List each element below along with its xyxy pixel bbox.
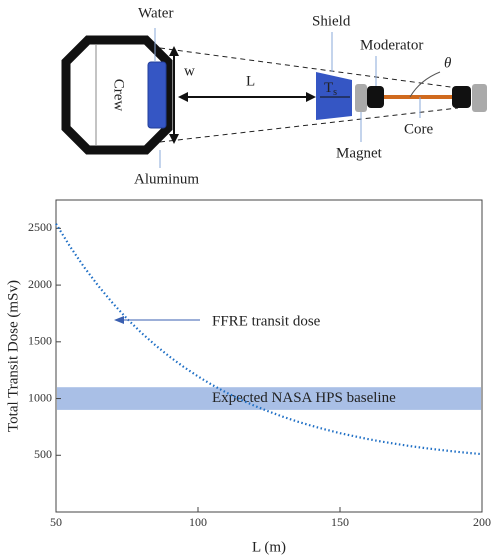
x-tick-label: 100 — [189, 515, 207, 529]
baseline-band — [57, 387, 481, 410]
magnet — [472, 84, 487, 112]
band-label: Expected NASA HPS baseline — [212, 390, 396, 406]
magnet — [355, 84, 367, 112]
chart: Expected NASA HPS baseline 500 1000 1500 200… — [5, 199, 491, 555]
core-label: Core — [404, 121, 434, 137]
aluminum-hull — [61, 35, 173, 155]
shield — [316, 72, 352, 120]
arrow-head — [114, 316, 124, 324]
series-annotation: FFRE transit dose — [212, 313, 321, 329]
shield-label: Shield — [312, 13, 351, 29]
dose-line — [55, 223, 483, 456]
moderator — [367, 86, 384, 108]
y-tick-label: 2500 — [28, 220, 52, 234]
angle-arc — [409, 71, 441, 98]
water-label: Water — [138, 5, 173, 21]
w-label: w — [184, 63, 195, 79]
aluminum-label: Aluminum — [134, 171, 199, 187]
y-tick-label: 500 — [34, 447, 52, 461]
arrow-head — [178, 92, 188, 102]
magnet-label: Magnet — [336, 145, 383, 161]
x-tick-label: 200 — [473, 515, 491, 529]
diagram: Crew w L Ts θ Water Aluminum Shield Mode… — [61, 5, 487, 187]
moderator-label: Moderator — [360, 37, 423, 53]
cone-line — [159, 107, 459, 143]
moderator — [452, 86, 471, 108]
x-tick-label: 150 — [331, 515, 349, 529]
cone-line — [159, 47, 459, 89]
ts-sub: s — [333, 87, 337, 98]
water — [147, 61, 167, 129]
y-axis-label: Total Transit Dose (mSv) — [5, 280, 21, 432]
ts-main: T — [324, 80, 333, 96]
crew-label: Crew — [111, 79, 127, 112]
arrow-head — [169, 46, 179, 56]
angle-label: θ — [444, 55, 452, 71]
l-label: L — [246, 73, 255, 89]
arrow-head — [306, 92, 316, 102]
plot-area — [55, 199, 483, 513]
y-tick-label: 2000 — [28, 277, 52, 291]
ts-label: Ts — [324, 80, 337, 98]
arrow-head — [169, 134, 179, 144]
y-tick-label: 1000 — [28, 390, 52, 404]
x-tick-label: 50 — [50, 515, 62, 529]
x-axis-label: L (m) — [252, 539, 286, 555]
y-tick-label: 1500 — [28, 334, 52, 348]
